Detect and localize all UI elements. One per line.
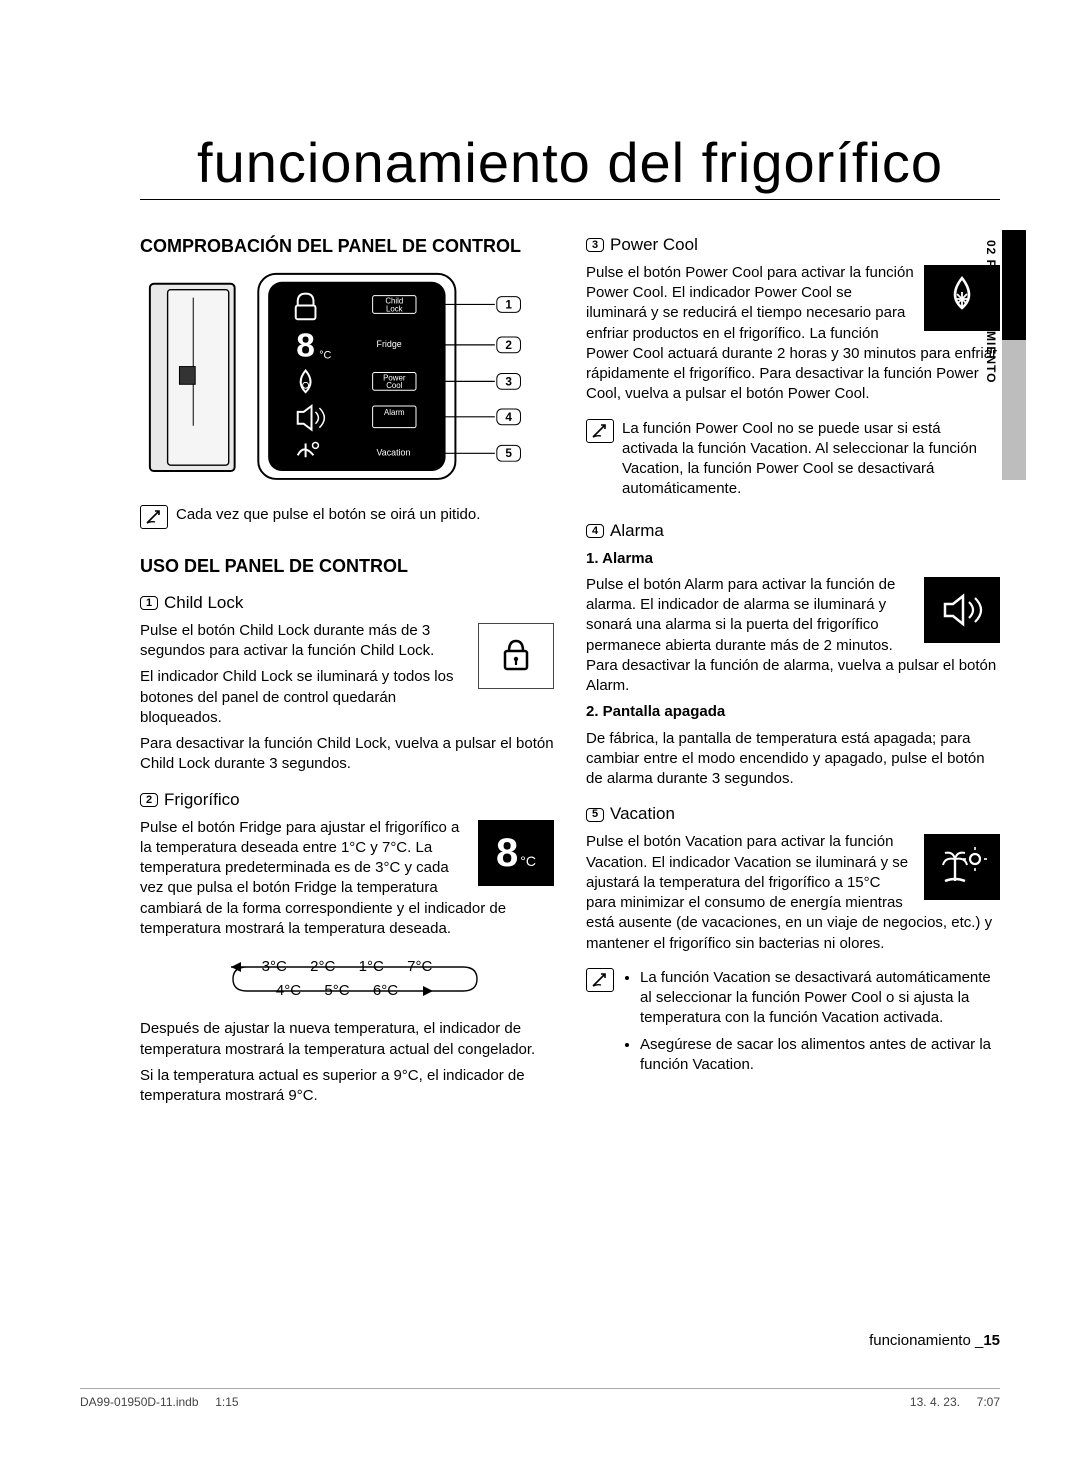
right-column: 3 Power Cool Pulse el botón Power Cool p… [586, 234, 1000, 1112]
svg-text:Cool: Cool [386, 382, 402, 391]
vacation-note-list: La función Vacation se desactivará autom… [622, 968, 1000, 1081]
section-tab-label: 02 FUNCIONAMIENTO [984, 240, 998, 383]
note-vacation: La función Vacation se desactivará autom… [586, 968, 1000, 1081]
fridge-p3: Si la temperatura actual es superior a 9… [140, 1066, 554, 1107]
note-icon [140, 505, 168, 529]
child-lock-p3: Para desactivar la función Child Lock, v… [140, 734, 554, 775]
section-heading-check-panel: COMPROBACIÓN DEL PANEL DE CONTROL [140, 234, 554, 258]
note-beep: Cada vez que pulse el botón se oirá un p… [140, 505, 554, 531]
svg-text:Lock: Lock [386, 305, 403, 314]
svg-text:Fridge: Fridge [377, 339, 402, 349]
note-beep-text: Cada vez que pulse el botón se oirá un p… [176, 505, 480, 525]
svg-text:3°C — 2°C — 1°C — 7°C: 3°C — 2°C — 1°C — 7°C [262, 958, 433, 975]
svg-text:3: 3 [505, 375, 512, 389]
vacation-icon [924, 834, 1000, 900]
alarm-sub1: 1. Alarma [586, 549, 1000, 569]
callout-3: 3 [586, 238, 604, 252]
subheading-child-lock: 1 Child Lock [140, 592, 554, 615]
svg-text:1: 1 [505, 298, 512, 312]
svg-text:4°C — 5°C — 6°C: 4°C — 5°C — 6°C [276, 982, 398, 999]
svg-text:4: 4 [505, 410, 512, 424]
callout-1: 1 [140, 596, 158, 610]
subheading-vacation: 5 Vacation [586, 803, 1000, 826]
section-tab: 02 FUNCIONAMIENTO [1002, 230, 1026, 480]
svg-text:Vacation: Vacation [377, 448, 411, 458]
alarm-icon [924, 577, 1000, 643]
svg-text:5: 5 [505, 447, 512, 461]
note-icon [586, 419, 614, 443]
callout-5: 5 [586, 808, 604, 822]
section-heading-use-panel: USO DEL PANEL DE CONTROL [140, 554, 554, 578]
svg-text:2: 2 [505, 338, 512, 352]
vacation-note-2: Asegúrese de sacar los alimentos antes d… [640, 1035, 1000, 1076]
print-sheet: 1:15 [215, 1395, 238, 1409]
note-power-cool: La función Power Cool no se puede usar s… [586, 419, 1000, 506]
callout-4: 4 [586, 524, 604, 538]
print-date: 13. 4. 23. [910, 1395, 960, 1409]
child-lock-icon [478, 623, 554, 689]
print-time: 7:07 [977, 1395, 1000, 1409]
note-power-cool-text: La función Power Cool no se puede usar s… [622, 419, 1000, 500]
print-footer: DA99-01950D-11.indb 1:15 13. 4. 23. 7:07 [80, 1388, 1000, 1409]
alarm-sub2: 2. Pantalla apagada [586, 702, 1000, 722]
subheading-alarm: 4 Alarma [586, 520, 1000, 543]
page-footer: funcionamiento _15 [869, 1332, 1000, 1349]
vacation-note-1: La función Vacation se desactivará autom… [640, 968, 1000, 1029]
subheading-fridge: 2 Frigorífico [140, 789, 554, 812]
fridge-temp-icon: 8°C [478, 820, 554, 886]
subheading-power-cool: 3 Power Cool [586, 234, 1000, 257]
page-title: funcionamiento del frigorífico [140, 130, 1000, 200]
temp-cycle-diagram: 3°C — 2°C — 1°C — 7°C 4°C — 5°C — 6°C [140, 953, 554, 1009]
control-panel-figure: 8 °C Child [140, 268, 554, 491]
note-icon [586, 968, 614, 992]
callout-2: 2 [140, 793, 158, 807]
svg-text:Alarm: Alarm [384, 408, 405, 417]
svg-text:8: 8 [296, 328, 315, 365]
alarm-p2: De fábrica, la pantalla de temperatura e… [586, 729, 1000, 790]
print-file: DA99-01950D-11.indb [80, 1395, 199, 1409]
left-column: COMPROBACIÓN DEL PANEL DE CONTROL 8 [140, 234, 554, 1112]
svg-text:°C: °C [319, 350, 331, 362]
fridge-p2: Después de ajustar la nueva temperatura,… [140, 1019, 554, 1060]
